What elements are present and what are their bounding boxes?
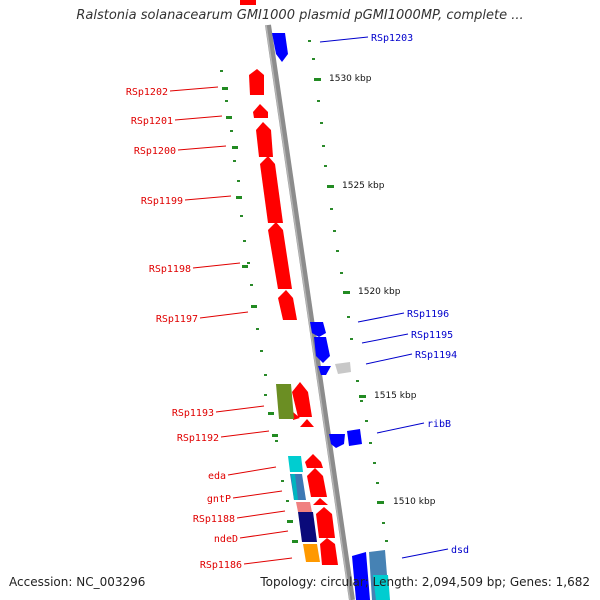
tick-1520	[343, 291, 350, 294]
topology-summary: Topology: circular; Length: 2,094,509 bp…	[260, 575, 590, 589]
gene-arrow-rsp1201[interactable]	[253, 104, 268, 118]
tick-1525	[327, 185, 334, 188]
inner-guide-dots	[220, 70, 295, 542]
tick-1510	[377, 501, 384, 504]
gene-arrow-gntp[interactable]	[307, 468, 327, 497]
gene-arrow-eda[interactable]	[305, 454, 323, 468]
gene-label-dsd[interactable]: dsd	[451, 545, 469, 556]
tick-1515	[359, 395, 366, 398]
gene-label-rsp1196[interactable]: RSp1196	[407, 309, 449, 320]
gene-arrow-rsp1186[interactable]	[320, 538, 338, 565]
gene-label-rsp1193[interactable]: RSp1193	[172, 408, 214, 419]
gene-label-rsp1188[interactable]: RSp1188	[193, 514, 235, 525]
gene-label-rsp1201[interactable]: RSp1201	[131, 116, 173, 127]
gene-arrow-rsp1200[interactable]	[256, 122, 273, 157]
gene-arrow-top[interactable]	[240, 0, 256, 5]
scale-label-1515: 1515 kbp	[374, 391, 417, 401]
gene-label-rsp1186[interactable]: RSp1186	[200, 560, 242, 571]
gene-label-gntp[interactable]: gntP	[207, 494, 231, 505]
gene-arrow-rsp1203[interactable]	[272, 33, 288, 62]
gene-label-rsp1192[interactable]: RSp1192	[177, 433, 219, 444]
gene-label-ndeD[interactable]: ndeD	[214, 534, 238, 545]
gene-arrow-rsp1194-blue[interactable]	[318, 366, 331, 375]
gene-arrow-ribb-2[interactable]	[347, 429, 362, 446]
gene-arrow-ribb-1[interactable]	[329, 434, 345, 448]
gene-label-eda[interactable]: eda	[208, 471, 226, 482]
gene-block-teal-stripe[interactable]	[291, 474, 298, 500]
gene-label-ribb[interactable]: ribB	[427, 419, 451, 430]
scale-label-1510: 1510 kbp	[393, 497, 436, 507]
gene-label-rsp1194[interactable]: RSp1194	[415, 350, 457, 361]
gene-arrow-rsp1188[interactable]	[313, 498, 328, 505]
gene-label-rsp1198[interactable]: RSp1198	[149, 264, 191, 275]
gene-block-cyan-eda[interactable]	[288, 456, 303, 472]
right-connectors	[319, 36, 449, 559]
other-genes	[276, 384, 320, 562]
backbone	[265, 24, 355, 600]
gene-block-pink-rsp1188[interactable]	[296, 502, 312, 512]
gene-label-rsp1199[interactable]: RSp1199	[141, 196, 183, 207]
gene-label-rsp1203[interactable]: RSp1203	[371, 33, 413, 44]
left-label-stubs	[222, 87, 298, 543]
gene-block-gray-rsp1194[interactable]	[335, 362, 351, 374]
forward-genes	[240, 0, 338, 565]
gene-block-orange-rsp1186[interactable]	[303, 544, 320, 562]
gene-label-rsp1200[interactable]: RSp1200	[134, 146, 176, 157]
scale-ticks	[314, 78, 384, 504]
gene-arrow-rsp1202[interactable]	[249, 69, 264, 95]
gene-arrow-dsd-blue[interactable]	[352, 552, 370, 600]
gene-block-cyan-dsd[interactable]	[373, 575, 390, 600]
accession-text: Accession: NC_003296	[9, 575, 146, 589]
gene-block-olive[interactable]	[276, 384, 294, 419]
gene-arrow-ndeD[interactable]	[316, 507, 335, 538]
gene-arrow-rsp1195[interactable]	[314, 337, 330, 363]
gene-label-rsp1202[interactable]: RSp1202	[126, 87, 168, 98]
left-connectors	[169, 86, 293, 565]
tick-1530	[314, 78, 321, 81]
gene-arrow-rsp1193[interactable]	[292, 382, 312, 417]
scale-label-1525: 1525 kbp	[342, 181, 385, 191]
gene-arrow-rsp1199[interactable]	[260, 156, 283, 223]
reverse-genes	[272, 33, 390, 600]
gene-arrow-rsp1192[interactable]	[300, 419, 314, 427]
gene-arrow-small[interactable]	[293, 412, 300, 420]
scale-label-1530: 1530 kbp	[329, 74, 372, 84]
scale-label-1520: 1520 kbp	[358, 287, 401, 297]
gene-block-navy-ndeD[interactable]	[298, 512, 317, 542]
gene-arrow-rsp1196[interactable]	[310, 322, 326, 337]
gene-label-rsp1195[interactable]: RSp1195	[411, 330, 453, 341]
backbone-highlight	[265, 24, 351, 600]
outer-guide-dots	[308, 40, 388, 542]
gene-arrow-rsp1197[interactable]	[278, 290, 297, 320]
gene-arrow-rsp1198[interactable]	[268, 222, 292, 289]
gene-label-rsp1197[interactable]: RSp1197	[156, 314, 198, 325]
map-title: Ralstonia solanacearum GMI1000 plasmid p…	[76, 8, 524, 23]
